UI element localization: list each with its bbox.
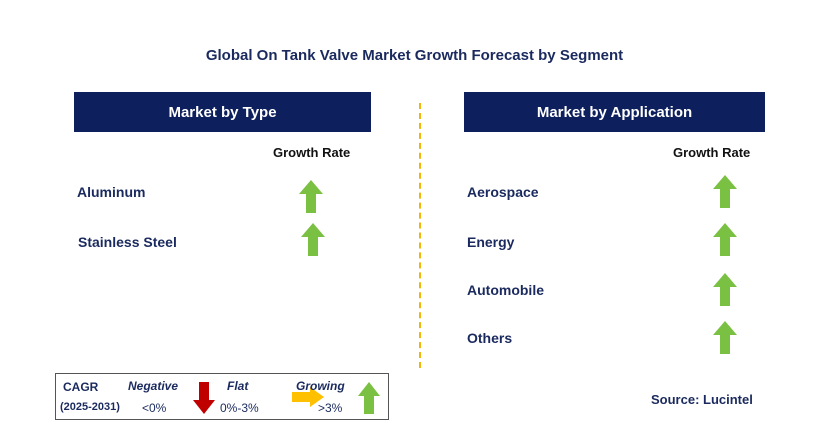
segment-label-stainless-steel: Stainless Steel xyxy=(78,234,177,250)
legend-flat-label: Flat xyxy=(227,379,249,393)
flat-right-arrow-icon xyxy=(292,387,324,407)
legend-flat-range: 0%-3% xyxy=(220,401,259,415)
growing-arrow-icon xyxy=(713,321,737,354)
cagr-legend: CAGR (2025-2031) Negative <0% Flat 0%-3%… xyxy=(55,373,389,420)
growing-arrow-icon xyxy=(713,273,737,306)
legend-period: (2025-2031) xyxy=(60,401,120,413)
legend-negative-range: <0% xyxy=(142,401,167,415)
growing-arrow-icon xyxy=(713,175,737,208)
application-growth-rate-header: Growth Rate xyxy=(673,145,751,160)
legend-growing-range: >3% xyxy=(318,401,343,415)
chart-title: Global On Tank Valve Market Growth Forec… xyxy=(205,47,624,64)
segment-label-energy: Energy xyxy=(467,234,515,250)
growing-arrow-icon xyxy=(301,223,325,256)
application-panel-header: Market by Application xyxy=(464,92,765,132)
growing-up-arrow-icon xyxy=(358,382,380,414)
type-growth-rate-header: Growth Rate xyxy=(273,145,351,160)
legend-cagr-label: CAGR xyxy=(63,380,99,394)
negative-down-arrow-icon xyxy=(193,382,215,414)
segment-label-automobile: Automobile xyxy=(467,282,544,298)
panel-divider xyxy=(419,103,421,368)
legend-growing-label: Growing xyxy=(296,379,345,393)
segment-label-aluminum: Aluminum xyxy=(77,184,146,200)
segment-label-aerospace: Aerospace xyxy=(467,184,539,200)
segment-label-others: Others xyxy=(467,330,513,346)
type-panel-header: Market by Type xyxy=(74,92,371,132)
legend-negative-label: Negative xyxy=(128,379,179,393)
source-note: Source: Lucintel xyxy=(651,392,753,407)
growing-arrow-icon xyxy=(299,180,323,213)
growing-arrow-icon xyxy=(713,223,737,256)
